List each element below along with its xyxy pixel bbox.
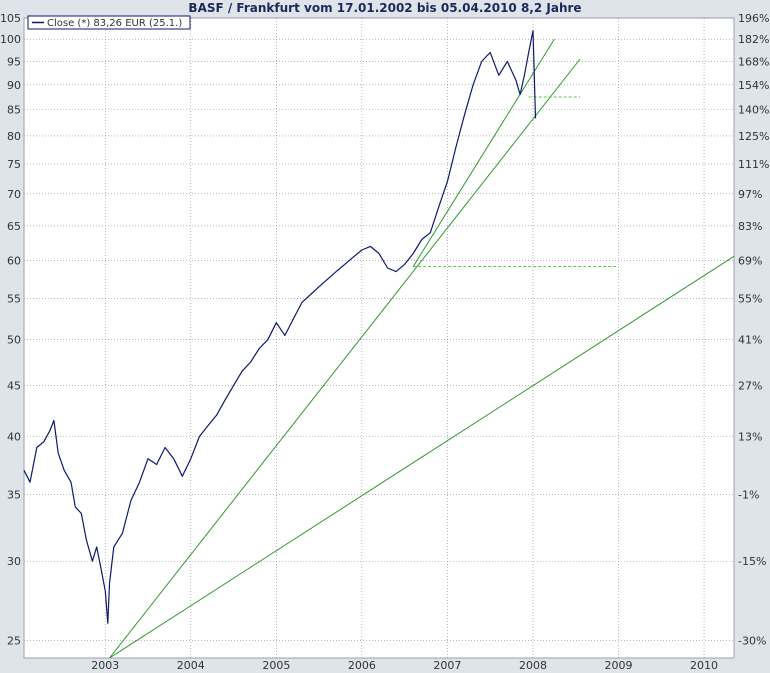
y-tick-label: 75	[7, 158, 21, 171]
y-tick-label: 55	[7, 292, 21, 305]
price-series-line	[23, 30, 537, 624]
y-right-tick-label: 111%	[738, 158, 769, 171]
x-tick-label: 2010	[690, 659, 718, 672]
y-tick-label: 30	[7, 555, 21, 568]
legend: Close (*) 83,26 EUR (25.1.)	[27, 15, 191, 30]
y-right-tick-label: 97%	[738, 188, 762, 201]
y-tick-label: 40	[7, 430, 21, 443]
y-right-tick-label: -15%	[738, 555, 766, 568]
y-right-tick-label: 83%	[738, 220, 762, 233]
trend-line	[412, 38, 555, 267]
y-right-tick-label: -30%	[738, 634, 766, 647]
ticks-layer: 25 -30% 30 -15% 35 -1% 40 13% 45 27% 50 41% 55 55% 60 6…	[0, 12, 769, 672]
y-right-tick-label: 182%	[738, 33, 769, 46]
y-right-tick-label: 125%	[738, 130, 769, 143]
y-right-tick-label: 69%	[738, 255, 762, 268]
trend-line	[109, 255, 735, 659]
y-tick-label: 90	[7, 79, 21, 92]
y-right-tick-label: 41%	[738, 334, 762, 347]
series-layer	[23, 30, 537, 624]
x-tick-label: 2005	[262, 659, 290, 672]
y-right-tick-label: 27%	[738, 379, 762, 392]
y-tick-label: 70	[7, 188, 21, 201]
y-tick-label: 50	[7, 334, 21, 347]
legend-box	[27, 15, 191, 30]
y-right-tick-label: 55%	[738, 292, 762, 305]
y-right-tick-label: 13%	[738, 430, 762, 443]
x-tick-label: 2009	[605, 659, 633, 672]
y-tick-label: 105	[0, 12, 21, 25]
y-tick-label: 80	[7, 130, 21, 143]
y-right-tick-label: 196%	[738, 12, 769, 25]
y-tick-label: 25	[7, 634, 21, 647]
trend-layer	[109, 38, 735, 659]
plot-area	[23, 17, 735, 659]
y-tick-label: 95	[7, 55, 21, 68]
x-tick-label: 2004	[177, 659, 205, 672]
y-tick-label: 60	[7, 255, 21, 268]
y-right-tick-label: 154%	[738, 79, 769, 92]
y-right-tick-label: -1%	[738, 488, 759, 501]
y-tick-label: 45	[7, 379, 21, 392]
x-tick-label: 2006	[348, 659, 376, 672]
legend-label: Close (*) 83,26 EUR (25.1.)	[47, 18, 182, 29]
y-tick-label: 100	[0, 33, 21, 46]
x-tick-label: 2003	[91, 659, 119, 672]
y-right-tick-label: 140%	[738, 104, 769, 117]
y-tick-label: 85	[7, 104, 21, 117]
grid-layer	[24, 17, 734, 658]
y-tick-label: 35	[7, 488, 21, 501]
x-tick-label: 2008	[519, 659, 547, 672]
x-tick-label: 2007	[433, 659, 461, 672]
y-right-tick-label: 168%	[738, 55, 769, 68]
y-tick-label: 65	[7, 220, 21, 233]
chart-title: BASF / Frankfurt vom 17.01.2002 bis 05.0…	[188, 1, 581, 15]
trend-line	[109, 58, 581, 659]
